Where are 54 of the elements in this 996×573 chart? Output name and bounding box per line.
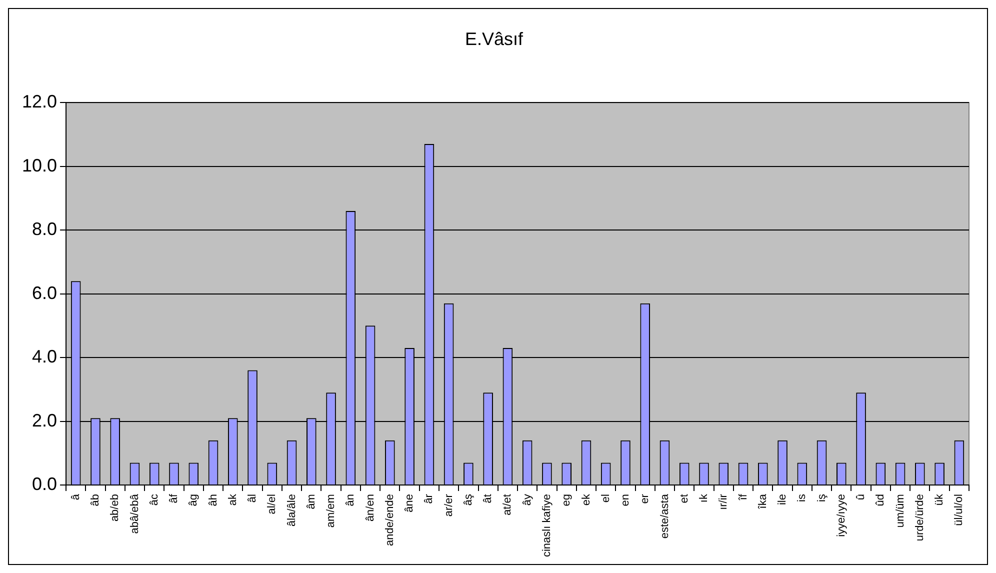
x-tick-label: ük — [934, 494, 946, 506]
x-tick-label: al/el — [266, 494, 278, 514]
x-tick-label: um/üm — [894, 494, 906, 528]
x-tick-label: ân/en — [364, 494, 376, 522]
x-tick-label: abâ/ebâ — [128, 493, 141, 534]
x-tick-label: ûd — [874, 494, 887, 506]
x-tick-label: urde/ürde — [914, 494, 926, 542]
x-tick-label: el — [600, 494, 612, 503]
x-tick-label: ab/eb — [109, 494, 122, 522]
x-tick-label: âl — [246, 494, 259, 503]
x-tick-label: îka — [756, 493, 769, 510]
x-tick-label: âne — [404, 494, 416, 512]
x-tick-label: am/em — [325, 494, 338, 528]
x-tick-label: at/et — [502, 494, 514, 516]
x-tick-label: ak — [226, 494, 239, 506]
x-tick-label: âh — [207, 494, 220, 506]
x-tick-label: iyye/ıyye — [835, 494, 848, 537]
x-tick-label: ile — [776, 494, 789, 506]
x-tick-label: âf — [168, 493, 180, 504]
x-tick-label: âg — [188, 494, 200, 506]
x-tick-label: cinaslı kafiye — [540, 494, 553, 558]
x-tick-label: este/asta — [658, 493, 671, 539]
y-tick-label: 0.0 — [32, 474, 58, 494]
y-tick-label: 4.0 — [32, 346, 58, 367]
x-tick-label: âm — [305, 494, 318, 510]
y-tick-label: 6.0 — [32, 282, 58, 303]
y-tick-label: 12.0 — [22, 92, 58, 112]
chart-title: E.Vâsıf — [464, 28, 524, 49]
x-tick-label: âb — [90, 494, 102, 506]
y-tick-label: 10.0 — [22, 155, 58, 176]
x-tick-label: âr — [423, 494, 436, 504]
x-tick-label: ande/ende — [384, 494, 396, 546]
x-tick-label: îf — [737, 493, 750, 502]
x-tick-label: ık — [698, 494, 710, 503]
x-tick-label: ül/ul/ol — [953, 494, 966, 526]
x-tick-label: âş — [462, 494, 474, 506]
x-tick-label: ât — [482, 494, 494, 504]
x-tick-label: et — [678, 494, 690, 504]
x-tick-label: âla/âle — [286, 494, 298, 526]
x-tick-label: âc — [148, 494, 160, 506]
x-tick-label: û — [855, 494, 868, 500]
y-tick-label: 8.0 — [32, 219, 58, 240]
x-tick-label: iş — [816, 494, 828, 502]
x-tick-label: ek — [580, 494, 592, 506]
x-tick-label: ây — [521, 494, 534, 506]
x-tick-label: eg — [560, 494, 573, 506]
x-tick-label: en — [620, 494, 632, 506]
x-tick-label: is — [796, 494, 808, 502]
x-tick-label: â — [70, 493, 82, 500]
x-tick-label: ır/ir — [718, 494, 730, 510]
x-tick-label: ar/er — [442, 494, 455, 517]
x-tick-label: ân — [344, 494, 357, 506]
y-tick-label: 2.0 — [32, 410, 58, 430]
x-tick-label: er — [639, 494, 652, 504]
